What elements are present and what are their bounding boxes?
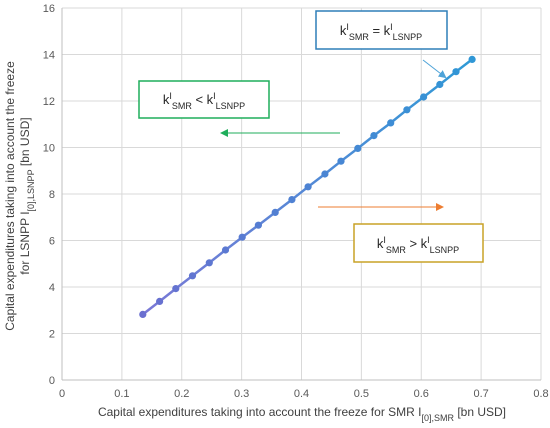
data-point: [172, 285, 180, 293]
data-point: [254, 221, 262, 229]
y-tick-label: 12: [43, 96, 55, 108]
data-point: [271, 208, 279, 216]
y-tick-label: 16: [43, 3, 55, 15]
y-tick-label: 8: [49, 189, 55, 201]
series-points: [139, 55, 476, 318]
x-axis-title: Capital expenditures taking into account…: [98, 405, 506, 423]
data-point: [354, 144, 362, 152]
data-point: [205, 259, 213, 267]
data-point: [238, 233, 246, 241]
y-tick-label: 14: [43, 50, 55, 62]
data-point: [156, 297, 164, 305]
equal-arrow: [422, 59, 447, 79]
y-tick-label: 4: [49, 282, 55, 294]
data-point: [370, 132, 378, 140]
x-tick-label: 0.1: [114, 388, 129, 400]
y-tick-label: 6: [49, 236, 55, 248]
data-point: [288, 196, 296, 204]
axes: [61, 8, 541, 381]
data-point: [420, 93, 428, 101]
y-tick-label: 0: [49, 375, 55, 387]
data-point: [139, 310, 147, 318]
x-tick-label: 0.2: [174, 388, 189, 400]
data-point: [304, 183, 312, 191]
annotation-less: kISMR < kILSNPP: [138, 80, 270, 119]
data-point: [321, 170, 329, 178]
svg-text:kISMR < kILSNPP: kISMR < kILSNPP: [163, 91, 245, 111]
data-point: [436, 80, 444, 89]
svg-text:kISMR > kILSNPP: kISMR > kILSNPP: [377, 235, 459, 255]
x-tick-label: 0.8: [533, 388, 548, 400]
y-tick-labels: 0 2 4 6 8 10 12 14 16: [43, 3, 55, 387]
data-point: [468, 55, 476, 64]
annotation-equal: kISMR = kILSNPP: [315, 10, 448, 50]
x-tick-label: 0.3: [234, 388, 249, 400]
gridlines: [62, 7, 542, 380]
y-tick-label: 2: [49, 329, 55, 341]
data-point: [403, 106, 411, 114]
data-point: [221, 246, 230, 254]
data-point: [452, 68, 460, 76]
y-axis-title-line2: for LSNPP I[0],LSNPP [bn USD]: [18, 117, 36, 274]
svg-text:kISMR = kILSNPP: kISMR = kILSNPP: [340, 22, 422, 42]
x-tick-label: 0.7: [473, 388, 488, 400]
x-tick-labels: 0 0.1 0.2 0.3 0.4 0.5 0.6 0.7 0.8: [59, 388, 549, 400]
data-point: [188, 272, 197, 280]
y-axis-title-line1: Capital expenditures taking into account…: [3, 61, 17, 331]
y-tick-label: 10: [43, 143, 55, 155]
x-tick-label: 0.4: [294, 388, 309, 400]
annotation-greater: kISMR > kILSNPP: [353, 223, 484, 263]
data-point: [337, 157, 345, 165]
x-tick-label: 0.6: [414, 388, 429, 400]
x-tick-label: 0.5: [354, 388, 369, 400]
x-tick-label: 0: [59, 388, 65, 400]
data-point: [387, 119, 395, 127]
